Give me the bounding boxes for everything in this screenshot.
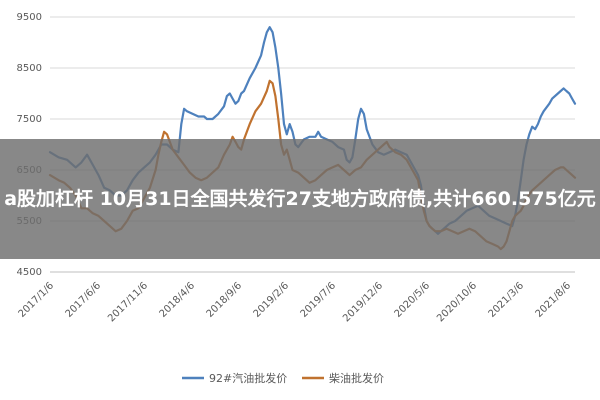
x-tick-label: 2020/5/6 [393,280,433,320]
x-tick-label: 2021/8/6 [534,280,574,320]
x-tick-label: 2018/4/6 [158,280,198,320]
y-tick-label: 7500 [17,114,42,125]
y-tick-label: 8500 [17,63,42,74]
x-tick-label: 2017/6/6 [64,280,104,320]
x-tick-label: 2020/10/6 [435,280,479,324]
x-tick-label: 2017/1/6 [17,280,57,320]
legend-label-1: 92#汽油批发价 [209,371,287,385]
y-tick-label: 9500 [17,12,42,23]
x-tick-label: 2017/11/6 [106,280,150,324]
legend-label-2: 柴油批发价 [329,371,384,385]
y-tick-label: 4500 [17,267,42,278]
x-tick-label: 2019/12/6 [341,280,385,324]
title-overlay-banner: a股加杠杆 10月31日全国共发行27支地方政府债,共计660.575亿元 [0,139,600,259]
x-tick-label: 2021/3/6 [487,280,527,320]
x-tick-label: 2018/9/6 [205,280,245,320]
x-tick-label: 2019/7/6 [299,280,339,320]
x-tick-label: 2019/2/6 [252,280,292,320]
overlay-title: a股加杠杆 10月31日全国共发行27支地方政府债,共计660.575亿元 [4,188,596,210]
